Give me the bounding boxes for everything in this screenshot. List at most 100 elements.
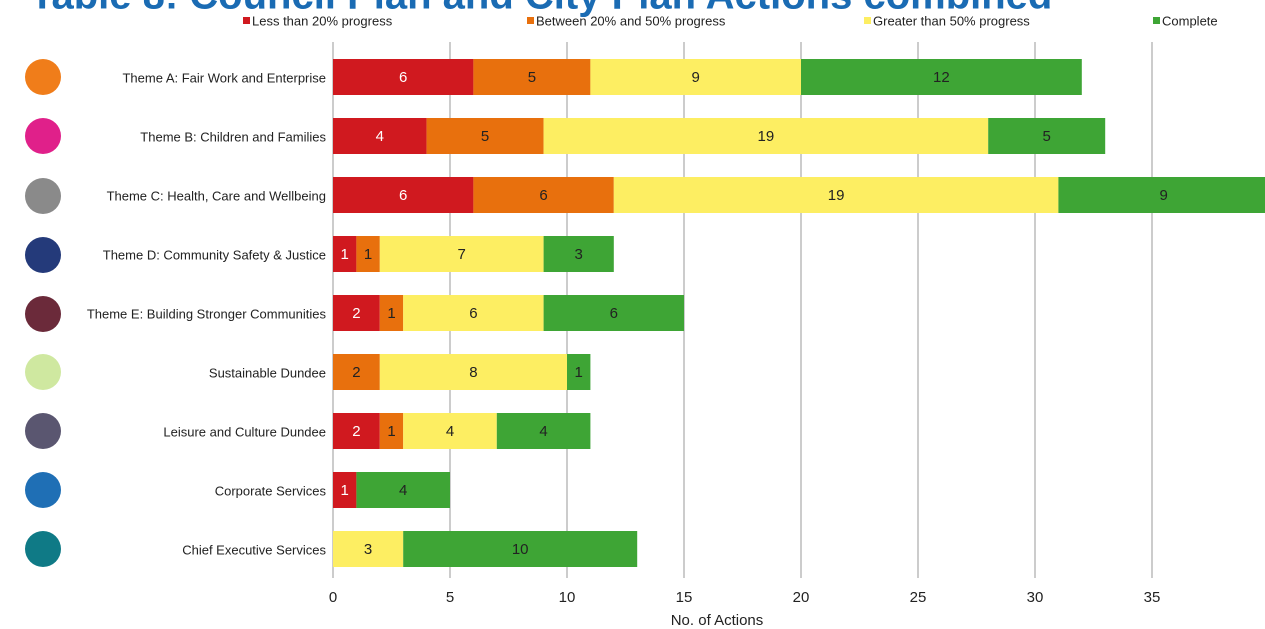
bar-segment <box>356 472 450 508</box>
bar-segment <box>333 177 474 213</box>
y-tick-label: Theme C: Health, Care and Wellbeing <box>107 188 326 203</box>
data-label: 5 <box>481 128 489 145</box>
icon <box>25 296 61 332</box>
legend-swatch <box>243 17 250 24</box>
y-tick-label: Theme D: Community Safety & Justice <box>103 247 326 262</box>
bar-segment <box>333 295 380 331</box>
x-tick-label: 25 <box>910 589 927 606</box>
bar-segment <box>403 295 544 331</box>
bar-segment <box>543 236 614 272</box>
icon <box>25 118 61 154</box>
icon <box>25 413 61 449</box>
icon <box>25 472 61 508</box>
x-tick-label: 10 <box>559 589 576 606</box>
bar-segment <box>543 118 989 154</box>
data-label: 19 <box>758 128 775 145</box>
bar-segment <box>379 413 404 449</box>
data-label: 2 <box>352 423 360 440</box>
bar-segment <box>496 413 591 449</box>
data-label: 1 <box>341 482 349 499</box>
data-label: 9 <box>1160 187 1168 204</box>
bar-segment <box>801 59 1082 95</box>
data-label: 1 <box>341 246 349 263</box>
data-label: 4 <box>376 128 384 145</box>
bar-segment <box>333 531 404 567</box>
bar-segment <box>613 177 1059 213</box>
data-label: 10 <box>512 541 529 558</box>
y-tick-label: Theme B: Children and Families <box>140 129 326 144</box>
bar-segment <box>403 531 638 567</box>
x-tick-label: 0 <box>329 589 337 606</box>
chart-title: Table 8: Council Plan and City Plan Acti… <box>30 0 1052 18</box>
data-label: 8 <box>469 364 477 381</box>
x-tick-label: 5 <box>446 589 454 606</box>
icon <box>25 59 61 95</box>
data-label: 3 <box>575 246 583 263</box>
data-label: 4 <box>539 423 547 440</box>
icon <box>25 531 61 567</box>
bar-segment <box>543 295 684 331</box>
bar-segment <box>333 472 357 508</box>
bar-segment <box>426 118 544 154</box>
legend-label: Less than 20% progress <box>252 13 393 28</box>
data-label: 5 <box>1043 128 1051 145</box>
legend-label: Between 20% and 50% progress <box>536 13 726 28</box>
data-label: 6 <box>399 187 407 204</box>
icons <box>25 59 61 567</box>
data-label: 5 <box>528 69 536 86</box>
bar-segment <box>403 413 497 449</box>
legend-label: Complete <box>1162 13 1218 28</box>
bar-segment <box>333 413 380 449</box>
y-tick-label: Theme A: Fair Work and Enterprise <box>122 70 326 85</box>
bar-segment <box>567 354 591 390</box>
y-tick-label: Chief Executive Services <box>182 542 326 557</box>
bar-segment <box>988 118 1106 154</box>
y-tick-label: Theme E: Building Stronger Communities <box>87 306 327 321</box>
x-tick-label: 20 <box>793 589 810 606</box>
x-tick-label: 15 <box>676 589 693 606</box>
bar-segment <box>590 59 801 95</box>
bar-segment <box>333 354 380 390</box>
x-tick-label: 35 <box>1144 589 1161 606</box>
bar-segment <box>333 118 427 154</box>
bar-segment <box>1058 177 1265 213</box>
data-label: 2 <box>352 305 360 322</box>
y-tick-label: Leisure and Culture Dundee <box>163 424 326 439</box>
bar-segment <box>379 236 544 272</box>
x-axis-title: No. of Actions <box>671 612 764 629</box>
data-label: 2 <box>352 364 360 381</box>
data-label: 19 <box>828 187 845 204</box>
y-tick-label: Sustainable Dundee <box>209 365 326 380</box>
x-tick-label: 30 <box>1027 589 1044 606</box>
icon <box>25 237 61 273</box>
data-label: 1 <box>364 246 372 263</box>
bar-segment <box>333 59 474 95</box>
legend-swatch <box>864 17 871 24</box>
data-label: 3 <box>364 541 372 558</box>
bar-segment <box>379 295 404 331</box>
bar-segment <box>473 59 591 95</box>
data-label: 1 <box>387 305 395 322</box>
data-label: 4 <box>399 482 407 499</box>
data-label: 1 <box>387 423 395 440</box>
data-label: 4 <box>446 423 454 440</box>
legend-label: Greater than 50% progress <box>873 13 1030 28</box>
data-label: 9 <box>692 69 700 86</box>
legend-swatch <box>527 17 534 24</box>
icon <box>25 354 61 390</box>
data-label: 12 <box>933 69 950 86</box>
data-label: 6 <box>469 305 477 322</box>
data-label: 6 <box>610 305 618 322</box>
icon <box>25 178 61 214</box>
data-label: 6 <box>539 187 547 204</box>
bar-segment <box>356 236 380 272</box>
bar-segment <box>333 236 357 272</box>
bar-segment <box>379 354 567 390</box>
data-label: 1 <box>575 364 583 381</box>
data-label: 6 <box>399 69 407 86</box>
bar-segment <box>473 177 614 213</box>
y-tick-label: Corporate Services <box>215 483 327 498</box>
data-label: 7 <box>458 246 466 263</box>
legend-swatch <box>1153 17 1160 24</box>
